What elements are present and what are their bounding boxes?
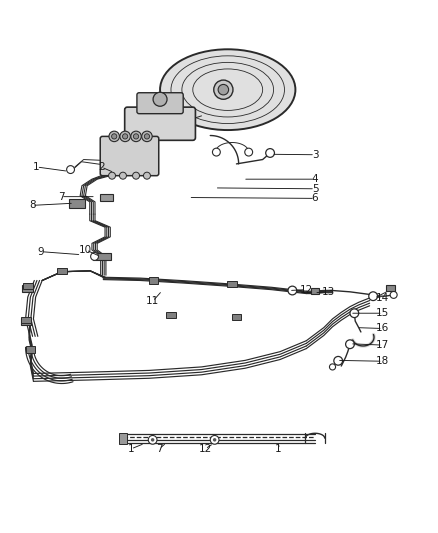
Bar <box>57 268 67 274</box>
Ellipse shape <box>160 49 295 130</box>
Circle shape <box>213 438 216 441</box>
Bar <box>21 317 31 323</box>
Circle shape <box>346 340 354 349</box>
FancyBboxPatch shape <box>125 107 195 140</box>
Text: 12: 12 <box>198 444 212 454</box>
FancyBboxPatch shape <box>137 93 183 114</box>
Circle shape <box>123 134 128 139</box>
Text: 6: 6 <box>312 193 318 204</box>
Bar <box>232 313 241 320</box>
Circle shape <box>266 149 275 157</box>
Text: 10: 10 <box>79 245 92 255</box>
Circle shape <box>151 438 154 441</box>
Circle shape <box>334 357 343 365</box>
Text: 3: 3 <box>312 150 318 160</box>
Text: 12: 12 <box>300 285 313 295</box>
Circle shape <box>369 292 378 301</box>
Text: 7: 7 <box>156 444 162 454</box>
Bar <box>149 277 158 284</box>
Circle shape <box>212 148 220 156</box>
Text: 7: 7 <box>58 192 64 201</box>
Bar <box>227 281 237 287</box>
Text: 4: 4 <box>312 174 318 184</box>
Circle shape <box>67 166 74 174</box>
Circle shape <box>91 253 99 261</box>
Text: 13: 13 <box>321 287 335 297</box>
Text: 11: 11 <box>146 296 159 306</box>
Bar <box>93 253 111 261</box>
Circle shape <box>142 131 152 142</box>
Circle shape <box>148 435 157 444</box>
FancyBboxPatch shape <box>100 136 159 176</box>
Circle shape <box>245 148 253 156</box>
Bar <box>119 433 127 444</box>
Text: 1: 1 <box>127 444 134 454</box>
Bar <box>21 318 32 325</box>
Bar <box>23 283 32 289</box>
Text: 16: 16 <box>376 324 389 334</box>
Circle shape <box>288 286 297 295</box>
Circle shape <box>120 172 127 179</box>
Bar <box>22 285 33 292</box>
Circle shape <box>390 292 397 298</box>
Bar <box>386 285 396 292</box>
Bar <box>311 288 319 294</box>
Text: 9: 9 <box>38 247 44 257</box>
Text: 17: 17 <box>376 340 389 350</box>
Circle shape <box>145 134 150 139</box>
Bar <box>166 312 176 318</box>
Circle shape <box>329 364 336 370</box>
Circle shape <box>153 92 167 106</box>
Circle shape <box>134 134 139 139</box>
Circle shape <box>109 172 116 179</box>
Text: 1: 1 <box>275 444 281 454</box>
Circle shape <box>112 134 117 139</box>
Text: 1: 1 <box>33 162 40 172</box>
Circle shape <box>144 172 150 179</box>
Bar <box>69 199 85 207</box>
Circle shape <box>131 131 141 142</box>
Bar <box>25 346 35 352</box>
Text: 2: 2 <box>98 162 104 172</box>
Circle shape <box>350 309 359 318</box>
Circle shape <box>133 172 140 179</box>
Text: 15: 15 <box>376 308 389 318</box>
Text: 14: 14 <box>376 293 389 303</box>
Circle shape <box>120 131 131 142</box>
Text: 5: 5 <box>312 184 318 194</box>
Circle shape <box>210 435 219 444</box>
Circle shape <box>109 131 120 142</box>
Circle shape <box>214 80 233 99</box>
Text: 18: 18 <box>376 356 389 366</box>
Bar <box>100 193 113 201</box>
Circle shape <box>218 84 229 95</box>
Text: 8: 8 <box>29 200 35 211</box>
